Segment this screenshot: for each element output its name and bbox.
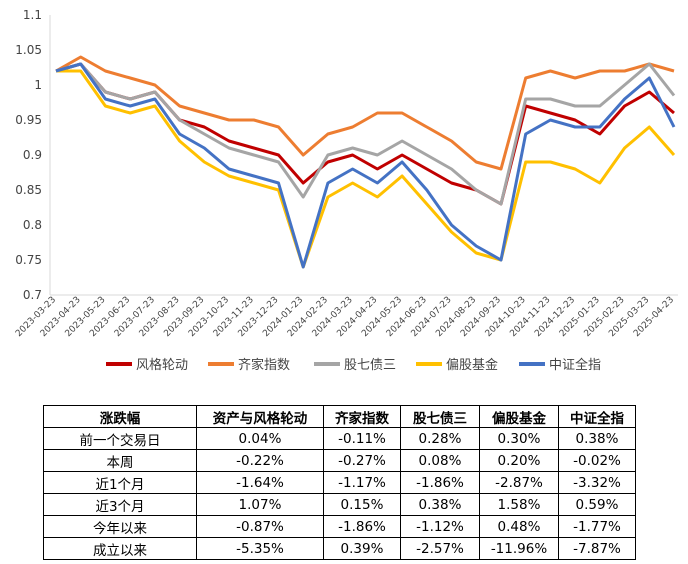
table-row: 前一个交易日 0.04% -0.11% 0.28% 0.30% 0.38% xyxy=(43,427,636,450)
table-cell: 1.58% xyxy=(479,493,559,516)
table-cell: 前一个交易日 xyxy=(43,427,197,450)
table-header-cell: 资产与风格轮动 xyxy=(196,405,324,428)
legend-swatch xyxy=(416,361,442,366)
table-cell: 0.15% xyxy=(323,493,401,516)
legend-label: 股七债三 xyxy=(344,358,397,373)
series-line-3 xyxy=(55,62,676,206)
table-cell: 0.38% xyxy=(400,493,480,516)
table-cell: -0.22% xyxy=(196,449,324,472)
table-cell: -11.96% xyxy=(479,537,559,560)
legend-item: 股七债三 xyxy=(314,354,396,373)
series-line-2 xyxy=(55,55,675,171)
table-cell: 0.28% xyxy=(400,427,480,450)
table-cell: -0.02% xyxy=(558,449,636,472)
table-cell: 0.20% xyxy=(479,449,559,472)
table-row: 今年以来 -0.87% -1.86% -1.12% 0.48% -1.77% xyxy=(43,515,636,538)
table-header-cell: 齐家指数 xyxy=(323,405,401,428)
y-tick-label: 0.7 xyxy=(23,288,42,302)
table-header-cell: 涨跌幅 xyxy=(43,405,197,428)
table-row: 本周 -0.22% -0.27% 0.08% 0.20% -0.02% xyxy=(43,449,636,472)
y-tick-label: 1 xyxy=(34,78,42,92)
table-row: 成立以来 -5.35% 0.39% -2.57% -11.96% -7.87% xyxy=(43,537,636,560)
legend-label: 中证全指 xyxy=(549,358,602,373)
table-cell: -1.86% xyxy=(323,515,401,538)
legend-swatch xyxy=(208,361,234,366)
table-cell: 0.38% xyxy=(558,427,636,450)
table-row: 近3个月 1.07% 0.15% 0.38% 1.58% 0.59% xyxy=(43,493,636,516)
y-tick-label: 0.75 xyxy=(15,253,42,267)
legend-item: 齐家指数 xyxy=(208,354,290,373)
legend-label: 偏股基金 xyxy=(446,358,499,373)
table-cell: -2.87% xyxy=(479,471,559,494)
table-cell: 本周 xyxy=(43,449,197,472)
legend-swatch xyxy=(519,361,545,366)
legend: 风格轮动 齐家指数 股七债三 偏股基金 中证全指 xyxy=(0,354,688,376)
y-tick-label: 0.8 xyxy=(23,218,42,232)
legend-swatch xyxy=(106,361,132,366)
table-header-cell: 偏股基金 xyxy=(479,405,559,428)
y-tick-label: 0.95 xyxy=(15,113,42,127)
y-tick-label: 0.85 xyxy=(15,183,42,197)
legend-item: 中证全指 xyxy=(519,354,601,373)
table-cell: -1.64% xyxy=(196,471,324,494)
table-cell: 0.39% xyxy=(323,537,401,560)
table-cell: -0.11% xyxy=(323,427,401,450)
table-cell: -1.17% xyxy=(323,471,401,494)
table-cell: 近3个月 xyxy=(43,493,197,516)
performance-table: 涨跌幅 资产与风格轮动 齐家指数 股七债三 偏股基金 中证全指 前一个交易日 0… xyxy=(43,405,636,560)
table-header-row: 涨跌幅 资产与风格轮动 齐家指数 股七债三 偏股基金 中证全指 xyxy=(43,405,636,428)
table-cell: 成立以来 xyxy=(43,537,197,560)
series-line-4 xyxy=(56,69,676,269)
table-cell: -0.87% xyxy=(196,515,324,538)
table-cell: -0.27% xyxy=(323,449,401,472)
y-tick-label: 0.9 xyxy=(23,148,42,162)
legend-item: 偏股基金 xyxy=(416,354,498,373)
table-cell: 0.48% xyxy=(479,515,559,538)
table-cell: -2.57% xyxy=(400,537,480,560)
table-header-cell: 股七债三 xyxy=(400,405,480,428)
table-cell: 0.30% xyxy=(479,427,559,450)
series-line-5 xyxy=(55,62,676,269)
legend-label: 齐家指数 xyxy=(238,358,291,373)
table-cell: -3.32% xyxy=(558,471,636,494)
table-cell: -1.86% xyxy=(400,471,480,494)
y-tick-label: 1.05 xyxy=(15,43,42,57)
table-cell: 0.08% xyxy=(400,449,480,472)
legend-swatch xyxy=(314,361,340,366)
table-cell: 0.04% xyxy=(196,427,324,450)
table-cell: -1.12% xyxy=(400,515,480,538)
legend-item: 风格轮动 xyxy=(106,354,188,373)
table-row: 近1个月 -1.64% -1.17% -1.86% -2.87% -3.32% xyxy=(43,471,636,494)
table-cell: -1.77% xyxy=(558,515,636,538)
table-cell: 0.59% xyxy=(558,493,636,516)
table-cell: -5.35% xyxy=(196,537,324,560)
table-cell: 近1个月 xyxy=(43,471,197,494)
table-cell: 今年以来 xyxy=(43,515,197,538)
table-cell: 1.07% xyxy=(196,493,324,516)
legend-label: 风格轮动 xyxy=(136,358,189,373)
table-header-cell: 中证全指 xyxy=(558,405,636,428)
table-cell: -7.87% xyxy=(558,537,636,560)
y-tick-label: 1.1 xyxy=(23,8,42,22)
series-line-1 xyxy=(55,62,675,206)
